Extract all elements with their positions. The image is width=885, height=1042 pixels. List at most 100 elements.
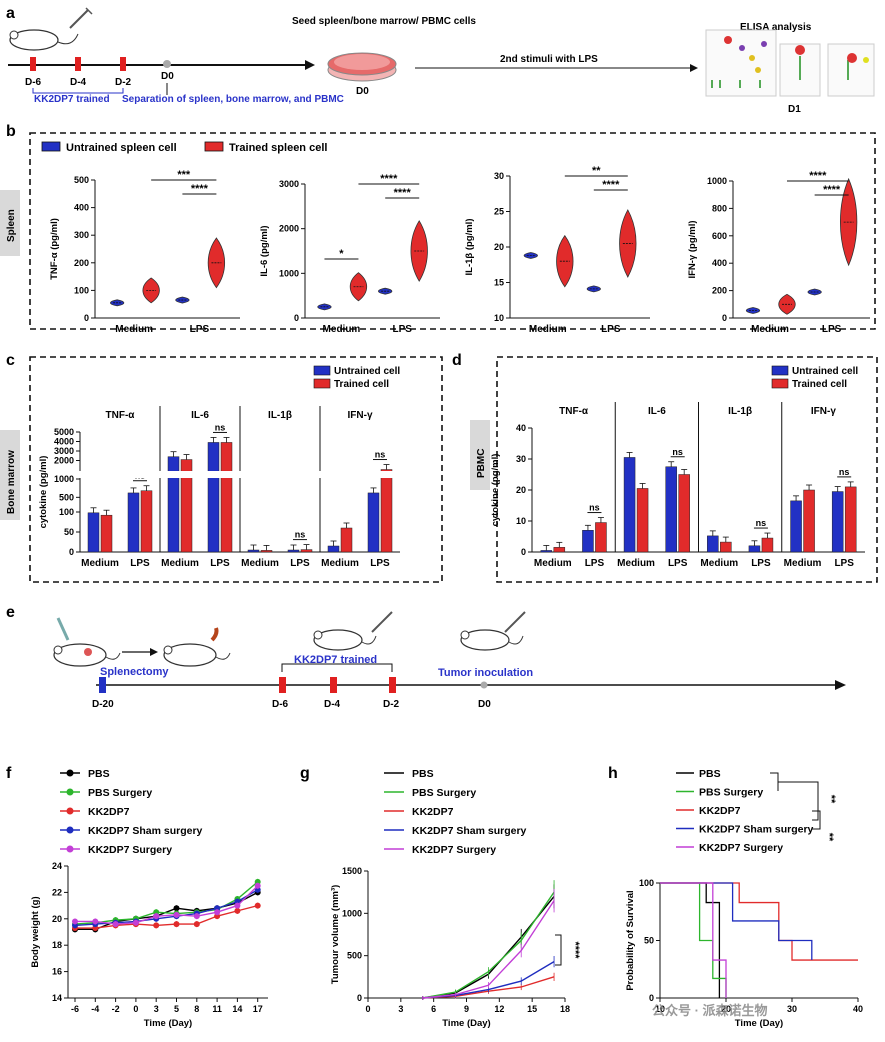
legend-trained: Trained cell [334, 379, 389, 390]
panel-a-marker-d-4 [75, 57, 81, 71]
legend-label: KK2DP7 Sham surgery [699, 824, 814, 836]
x-tick-label: LPS [290, 558, 310, 569]
legend-label: PBS Surgery [699, 787, 763, 799]
bar-trained [100, 514, 113, 553]
bar-untrained [167, 456, 180, 553]
y-tick-label: 400 [74, 203, 89, 213]
panel-e-mouse-surgery-icon [53, 617, 121, 667]
series-line [75, 885, 259, 925]
panel-a-dish-icon [327, 52, 397, 82]
legend-swatch-untrained [771, 365, 789, 376]
significance-label: **** [569, 941, 581, 959]
significance-label: ** [823, 833, 835, 842]
panel-a-trained-label: KK2DP7 trained [34, 94, 110, 105]
y-tick-label: 500 [59, 492, 74, 502]
panel-e-day-d0: D0 [478, 699, 491, 710]
x-tick-label: 0 [365, 1004, 370, 1014]
legend-label: KK2DP7 Surgery [412, 844, 496, 856]
panel-b-legend-swatch-trained [204, 141, 224, 152]
x-tick-label: -6 [71, 1004, 79, 1014]
y-tick-label: 600 [712, 231, 727, 241]
panel-label-g: g [300, 765, 310, 782]
group-label: IL-6 [191, 410, 209, 421]
x-tick-label: 15 [527, 1004, 537, 1014]
bar-trained [761, 537, 774, 553]
panel-label-b: b [6, 123, 16, 140]
panel-a-elisa-label: ELISA analysis [740, 22, 812, 33]
x-tick-label: 0 [133, 1004, 138, 1014]
panel-b-legend-untrained: Untrained spleen cell [66, 142, 177, 154]
chart-g-tumour-volume: 0 500 1000 1500 0 3 6 9 12 15 18 Time (Day) Tumour v… [330, 768, 581, 1029]
panel-a-day-d-2: D-2 [115, 77, 132, 88]
panel-e-trained-label: KK2DP7 trained [294, 654, 377, 666]
y-tick-label: 1500 [342, 866, 362, 876]
y-tick-label: 0 [357, 993, 362, 1003]
x-tick-label: LPS [392, 324, 412, 335]
x-tick-label: 5 [174, 1004, 179, 1014]
y-tick-label: 3000 [54, 446, 74, 456]
panel-e-day-d-2: D-2 [383, 699, 400, 710]
y-tick-label: 30 [516, 454, 526, 464]
bar-untrained [748, 545, 761, 553]
legend-untrained: Untrained cell [792, 366, 858, 377]
panel-label-c: c [6, 352, 15, 369]
x-tick-label: 10 [655, 1004, 665, 1014]
significance-label: **** [394, 187, 412, 199]
panel-e-splenectomy-label: Splenectomy [100, 666, 169, 678]
x-tick-label: LPS [585, 558, 605, 569]
panel-a-day-d-4: D-4 [70, 77, 87, 88]
survival-curve [660, 882, 727, 998]
significance-label: **** [380, 173, 398, 185]
x-tick-label: 18 [560, 1004, 570, 1014]
y-tick-label: 300 [74, 230, 89, 240]
panel-e-day-d-6: D-6 [272, 699, 289, 710]
panel-a-marker-d-6 [30, 57, 36, 71]
legend-label: PBS [412, 768, 434, 780]
bar-trained [678, 474, 690, 553]
y-tick-label: 10 [494, 313, 504, 323]
y-tick-label: 100 [74, 285, 89, 295]
y-axis-title: cytokine (pg/ml) [490, 454, 501, 527]
y-tick-label: 200 [74, 258, 89, 268]
bar-untrained [790, 500, 802, 553]
legend-label: PBS Surgery [88, 787, 152, 799]
significance-label: ns [589, 503, 600, 513]
y-tick-label: 1000 [707, 176, 727, 186]
panel-a-separation-label: Separation of spleen, bone marrow, and P… [122, 94, 344, 105]
panel-a-marker-d-2 [120, 57, 126, 71]
x-tick-label: LPS [210, 558, 230, 569]
group-label: TNF-α [559, 406, 589, 417]
bar-trained [300, 549, 313, 553]
significance-bracket [770, 772, 821, 830]
legend-label: PBS [88, 768, 110, 780]
panel-a-stimuli-arrowhead [690, 64, 698, 72]
panel-a-trained-bracket [32, 88, 124, 94]
y-tick-label: 2000 [54, 456, 74, 466]
bar-untrained [87, 512, 100, 553]
panel-label-h: h [608, 765, 618, 782]
bar-untrained [327, 545, 340, 553]
significance-label: **** [602, 179, 620, 191]
x-tick-label: 3 [154, 1004, 159, 1014]
x-tick-label: 3 [398, 1004, 403, 1014]
significance-label: ns [375, 450, 386, 460]
y-tick-label: 14 [52, 993, 62, 1003]
x-tick-label: Medium [617, 558, 655, 569]
y-tick-label: 16 [52, 967, 62, 977]
panel-label-e: e [6, 604, 15, 621]
bar-untrained [207, 442, 220, 553]
significance-label: ns [672, 447, 683, 457]
x-tick-label: 17 [253, 1004, 263, 1014]
panel-label-f: f [6, 765, 12, 782]
significance-label: **** [809, 170, 827, 182]
legend-label: PBS [699, 768, 721, 780]
x-tick-label: 12 [494, 1004, 504, 1014]
y-tick-label: 0 [294, 313, 299, 323]
panel-c-row-label-box [0, 430, 20, 520]
y-tick-label: 100 [639, 878, 654, 888]
bar-trained [140, 490, 153, 553]
legend-marker [66, 845, 74, 853]
panel-e-marker-d-2 [389, 677, 396, 693]
y-axis-title: IL-6 (pg/ml) [259, 225, 270, 276]
panel-e-mouse-after-icon [163, 627, 231, 667]
